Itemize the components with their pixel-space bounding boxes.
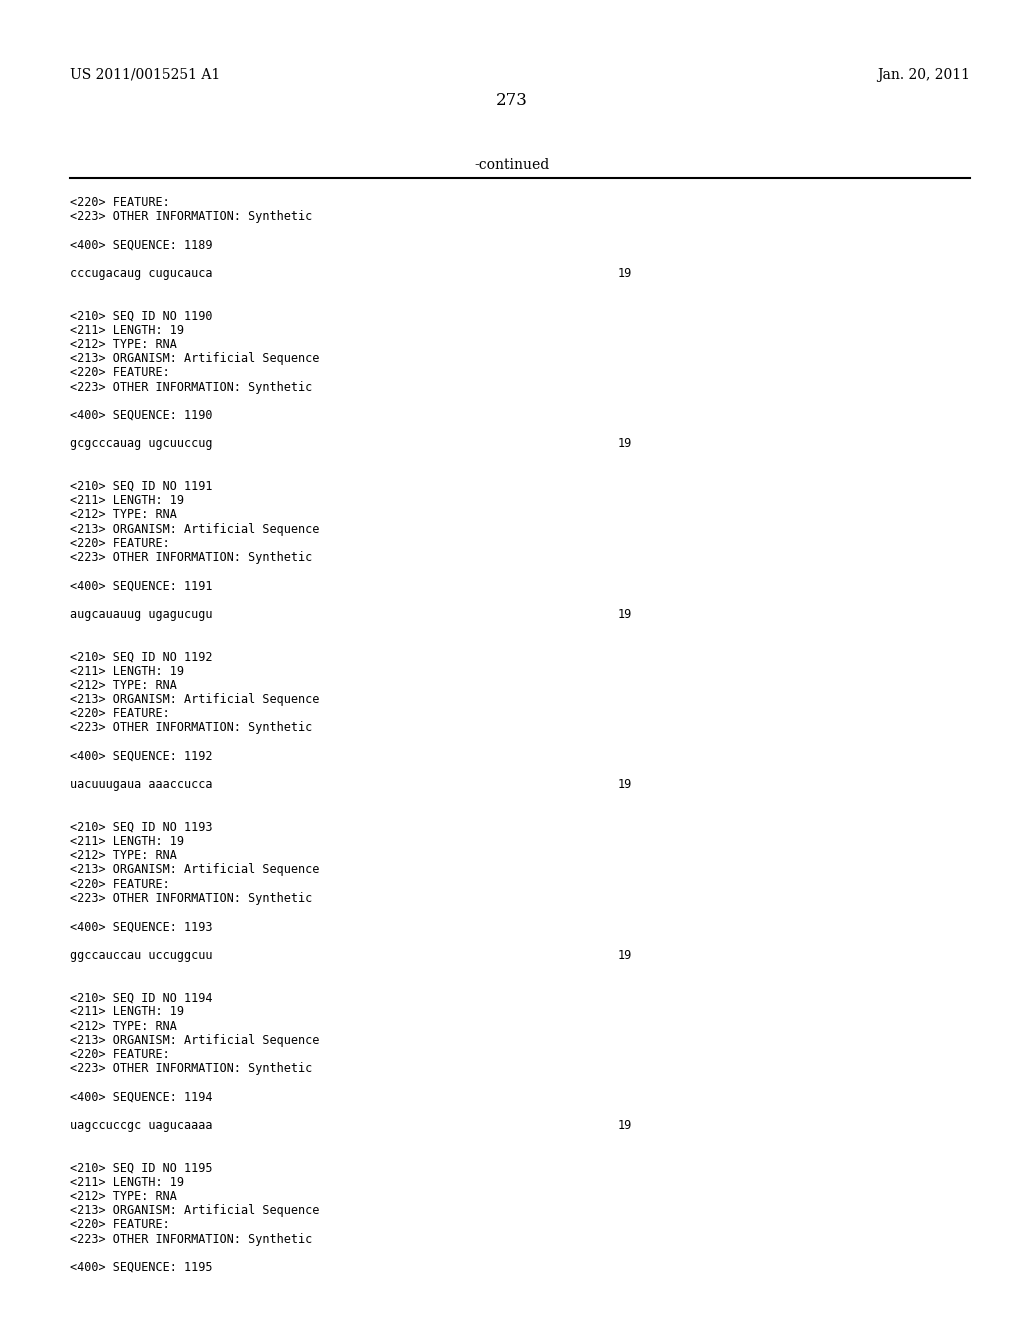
Text: 19: 19 [618,607,632,620]
Text: <212> TYPE: RNA: <212> TYPE: RNA [70,849,177,862]
Text: <400> SEQUENCE: 1190: <400> SEQUENCE: 1190 [70,409,213,422]
Text: <211> LENGTH: 19: <211> LENGTH: 19 [70,1006,184,1019]
Text: 19: 19 [618,779,632,791]
Text: gcgcccauag ugcuuccug: gcgcccauag ugcuuccug [70,437,213,450]
Text: <213> ORGANISM: Artificial Sequence: <213> ORGANISM: Artificial Sequence [70,352,319,366]
Text: Jan. 20, 2011: Jan. 20, 2011 [877,69,970,82]
Text: -continued: -continued [474,158,550,172]
Text: <212> TYPE: RNA: <212> TYPE: RNA [70,1191,177,1203]
Text: 19: 19 [618,949,632,961]
Text: <212> TYPE: RNA: <212> TYPE: RNA [70,1019,177,1032]
Text: <400> SEQUENCE: 1189: <400> SEQUENCE: 1189 [70,239,213,252]
Text: <220> FEATURE:: <220> FEATURE: [70,195,170,209]
Text: 19: 19 [618,267,632,280]
Text: <213> ORGANISM: Artificial Sequence: <213> ORGANISM: Artificial Sequence [70,863,319,876]
Text: <223> OTHER INFORMATION: Synthetic: <223> OTHER INFORMATION: Synthetic [70,210,312,223]
Text: <211> LENGTH: 19: <211> LENGTH: 19 [70,494,184,507]
Text: augcauauug ugagucugu: augcauauug ugagucugu [70,607,213,620]
Text: ggccauccau uccuggcuu: ggccauccau uccuggcuu [70,949,213,961]
Text: <210> SEQ ID NO 1190: <210> SEQ ID NO 1190 [70,310,213,322]
Text: <220> FEATURE:: <220> FEATURE: [70,878,170,891]
Text: 19: 19 [618,437,632,450]
Text: <220> FEATURE:: <220> FEATURE: [70,1218,170,1232]
Text: <220> FEATURE:: <220> FEATURE: [70,708,170,721]
Text: <400> SEQUENCE: 1195: <400> SEQUENCE: 1195 [70,1261,213,1274]
Text: <400> SEQUENCE: 1192: <400> SEQUENCE: 1192 [70,750,213,763]
Text: US 2011/0015251 A1: US 2011/0015251 A1 [70,69,220,82]
Text: <223> OTHER INFORMATION: Synthetic: <223> OTHER INFORMATION: Synthetic [70,380,312,393]
Text: <213> ORGANISM: Artificial Sequence: <213> ORGANISM: Artificial Sequence [70,523,319,536]
Text: uagccuccgc uagucaaaa: uagccuccgc uagucaaaa [70,1119,213,1133]
Text: <400> SEQUENCE: 1191: <400> SEQUENCE: 1191 [70,579,213,593]
Text: <211> LENGTH: 19: <211> LENGTH: 19 [70,664,184,677]
Text: <212> TYPE: RNA: <212> TYPE: RNA [70,338,177,351]
Text: cccugacaug cugucauca: cccugacaug cugucauca [70,267,213,280]
Text: <210> SEQ ID NO 1195: <210> SEQ ID NO 1195 [70,1162,213,1175]
Text: <400> SEQUENCE: 1193: <400> SEQUENCE: 1193 [70,920,213,933]
Text: <220> FEATURE:: <220> FEATURE: [70,1048,170,1061]
Text: 273: 273 [496,92,528,110]
Text: <211> LENGTH: 19: <211> LENGTH: 19 [70,1176,184,1189]
Text: <223> OTHER INFORMATION: Synthetic: <223> OTHER INFORMATION: Synthetic [70,550,312,564]
Text: <212> TYPE: RNA: <212> TYPE: RNA [70,508,177,521]
Text: <223> OTHER INFORMATION: Synthetic: <223> OTHER INFORMATION: Synthetic [70,892,312,904]
Text: <210> SEQ ID NO 1191: <210> SEQ ID NO 1191 [70,480,213,492]
Text: <213> ORGANISM: Artificial Sequence: <213> ORGANISM: Artificial Sequence [70,1034,319,1047]
Text: 19: 19 [618,1119,632,1133]
Text: <212> TYPE: RNA: <212> TYPE: RNA [70,678,177,692]
Text: <400> SEQUENCE: 1194: <400> SEQUENCE: 1194 [70,1090,213,1104]
Text: <210> SEQ ID NO 1194: <210> SEQ ID NO 1194 [70,991,213,1005]
Text: <223> OTHER INFORMATION: Synthetic: <223> OTHER INFORMATION: Synthetic [70,1063,312,1076]
Text: <220> FEATURE:: <220> FEATURE: [70,367,170,379]
Text: <223> OTHER INFORMATION: Synthetic: <223> OTHER INFORMATION: Synthetic [70,1233,312,1246]
Text: <211> LENGTH: 19: <211> LENGTH: 19 [70,323,184,337]
Text: <223> OTHER INFORMATION: Synthetic: <223> OTHER INFORMATION: Synthetic [70,722,312,734]
Text: <210> SEQ ID NO 1192: <210> SEQ ID NO 1192 [70,651,213,664]
Text: uacuuugaua aaaccucca: uacuuugaua aaaccucca [70,779,213,791]
Text: <220> FEATURE:: <220> FEATURE: [70,537,170,550]
Text: <213> ORGANISM: Artificial Sequence: <213> ORGANISM: Artificial Sequence [70,1204,319,1217]
Text: <213> ORGANISM: Artificial Sequence: <213> ORGANISM: Artificial Sequence [70,693,319,706]
Text: <211> LENGTH: 19: <211> LENGTH: 19 [70,836,184,847]
Text: <210> SEQ ID NO 1193: <210> SEQ ID NO 1193 [70,821,213,834]
